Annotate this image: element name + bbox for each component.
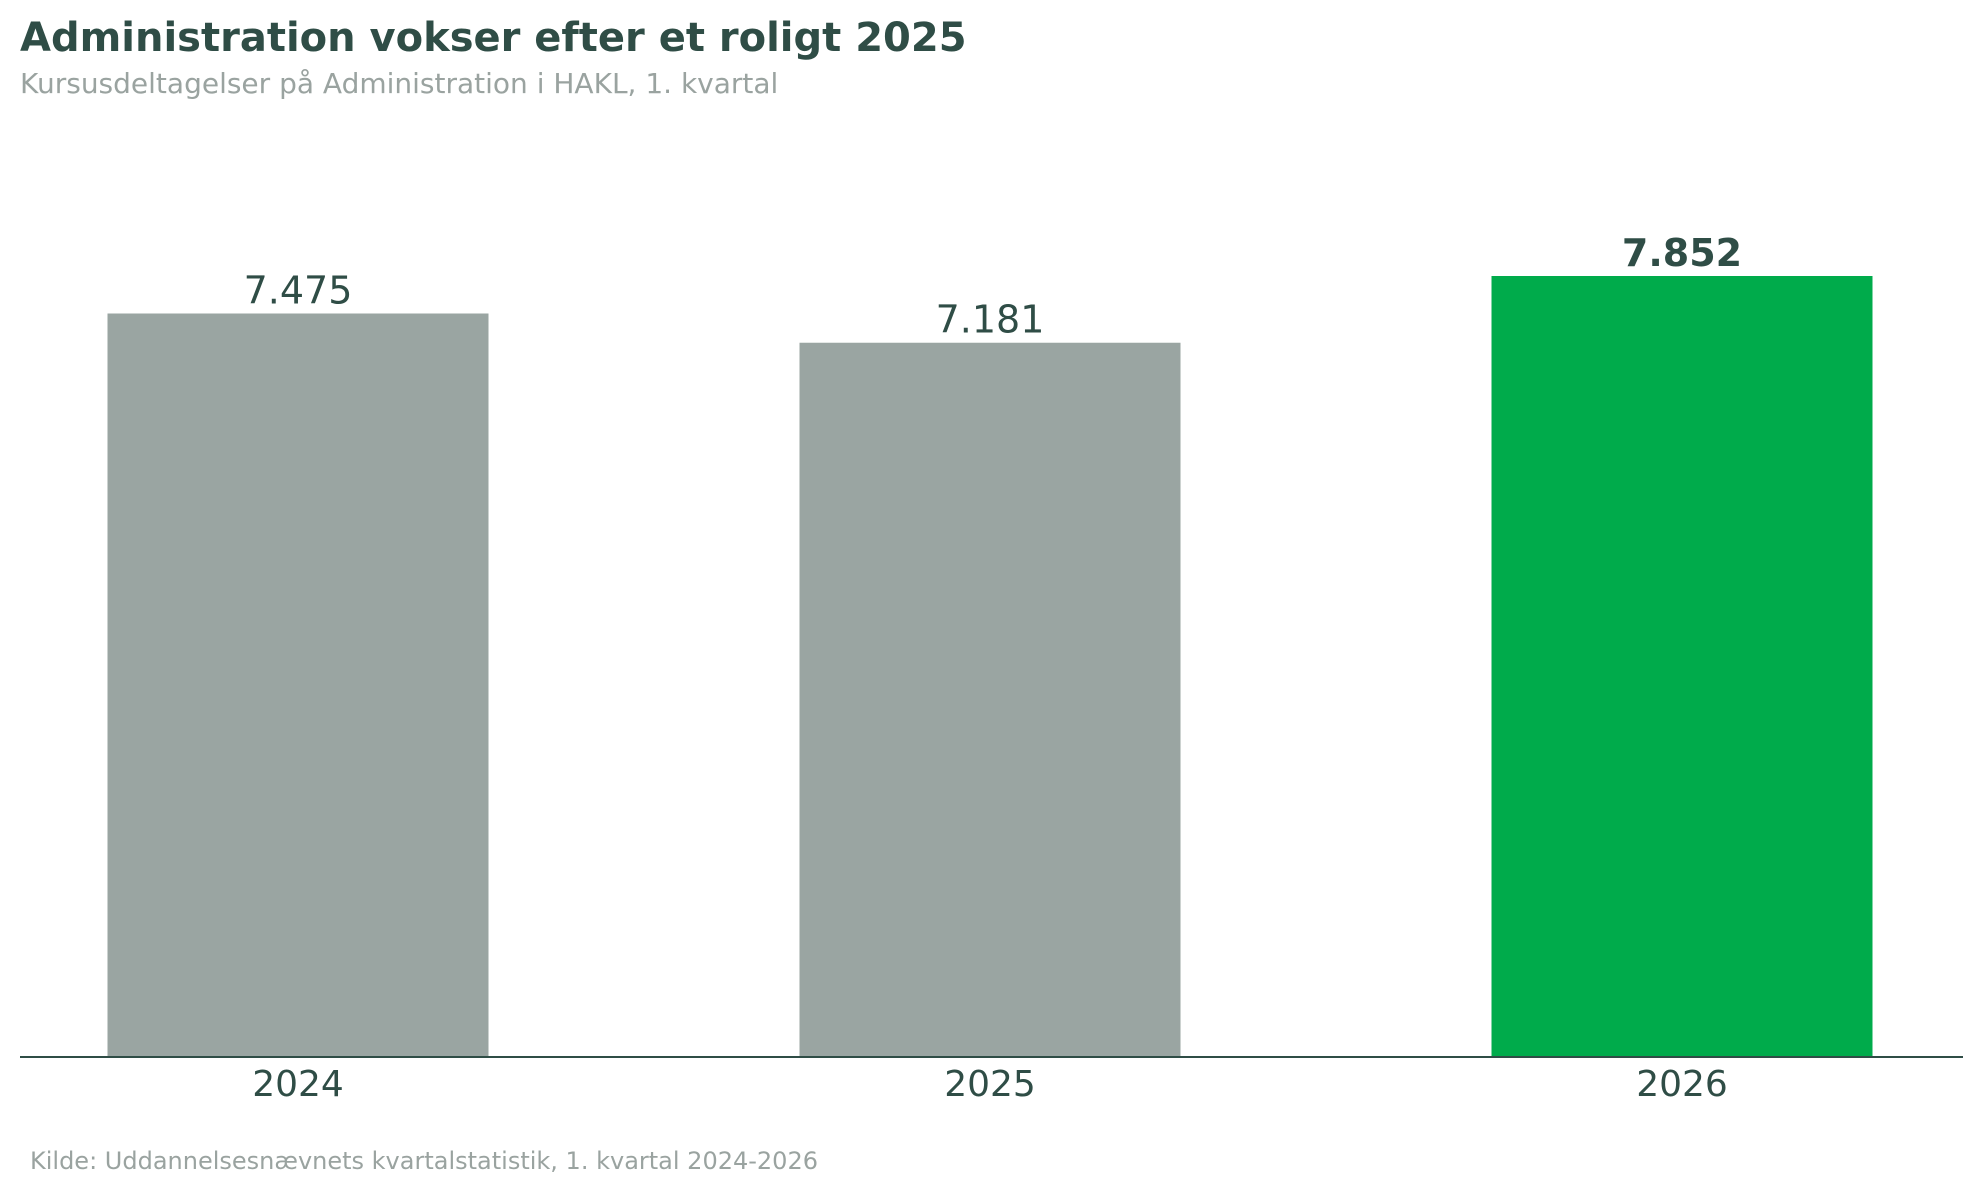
x-tick-label-2025: 2025 bbox=[944, 1064, 1036, 1105]
source-note: Kilde: Uddannelsesnævnets kvartalstatist… bbox=[30, 1147, 818, 1175]
x-tick-label-2026: 2026 bbox=[1636, 1064, 1728, 1105]
bar-value-label-2024: 7.475 bbox=[244, 268, 353, 312]
bar-value-label-2025: 7.181 bbox=[936, 298, 1045, 342]
chart-title: Administration vokser efter et roligt 20… bbox=[20, 15, 967, 61]
x-tick-labels-group: 2024 2025 2026 bbox=[252, 1064, 1728, 1105]
x-tick-label-2024: 2024 bbox=[252, 1064, 344, 1105]
bar-chart: 7.475 7.181 7.852 2024 2025 2026 bbox=[20, 231, 1963, 1105]
bar-2025 bbox=[799, 342, 1181, 1057]
bar-value-labels-group: 7.475 7.181 7.852 bbox=[244, 231, 1743, 342]
bar-2024 bbox=[107, 313, 489, 1057]
bar-value-label-2026: 7.852 bbox=[1622, 231, 1742, 275]
bar-2026 bbox=[1491, 276, 1873, 1057]
chart-subtitle: Kursusdeltagelser på Administration i HA… bbox=[20, 67, 779, 100]
bars-group bbox=[107, 276, 1873, 1057]
